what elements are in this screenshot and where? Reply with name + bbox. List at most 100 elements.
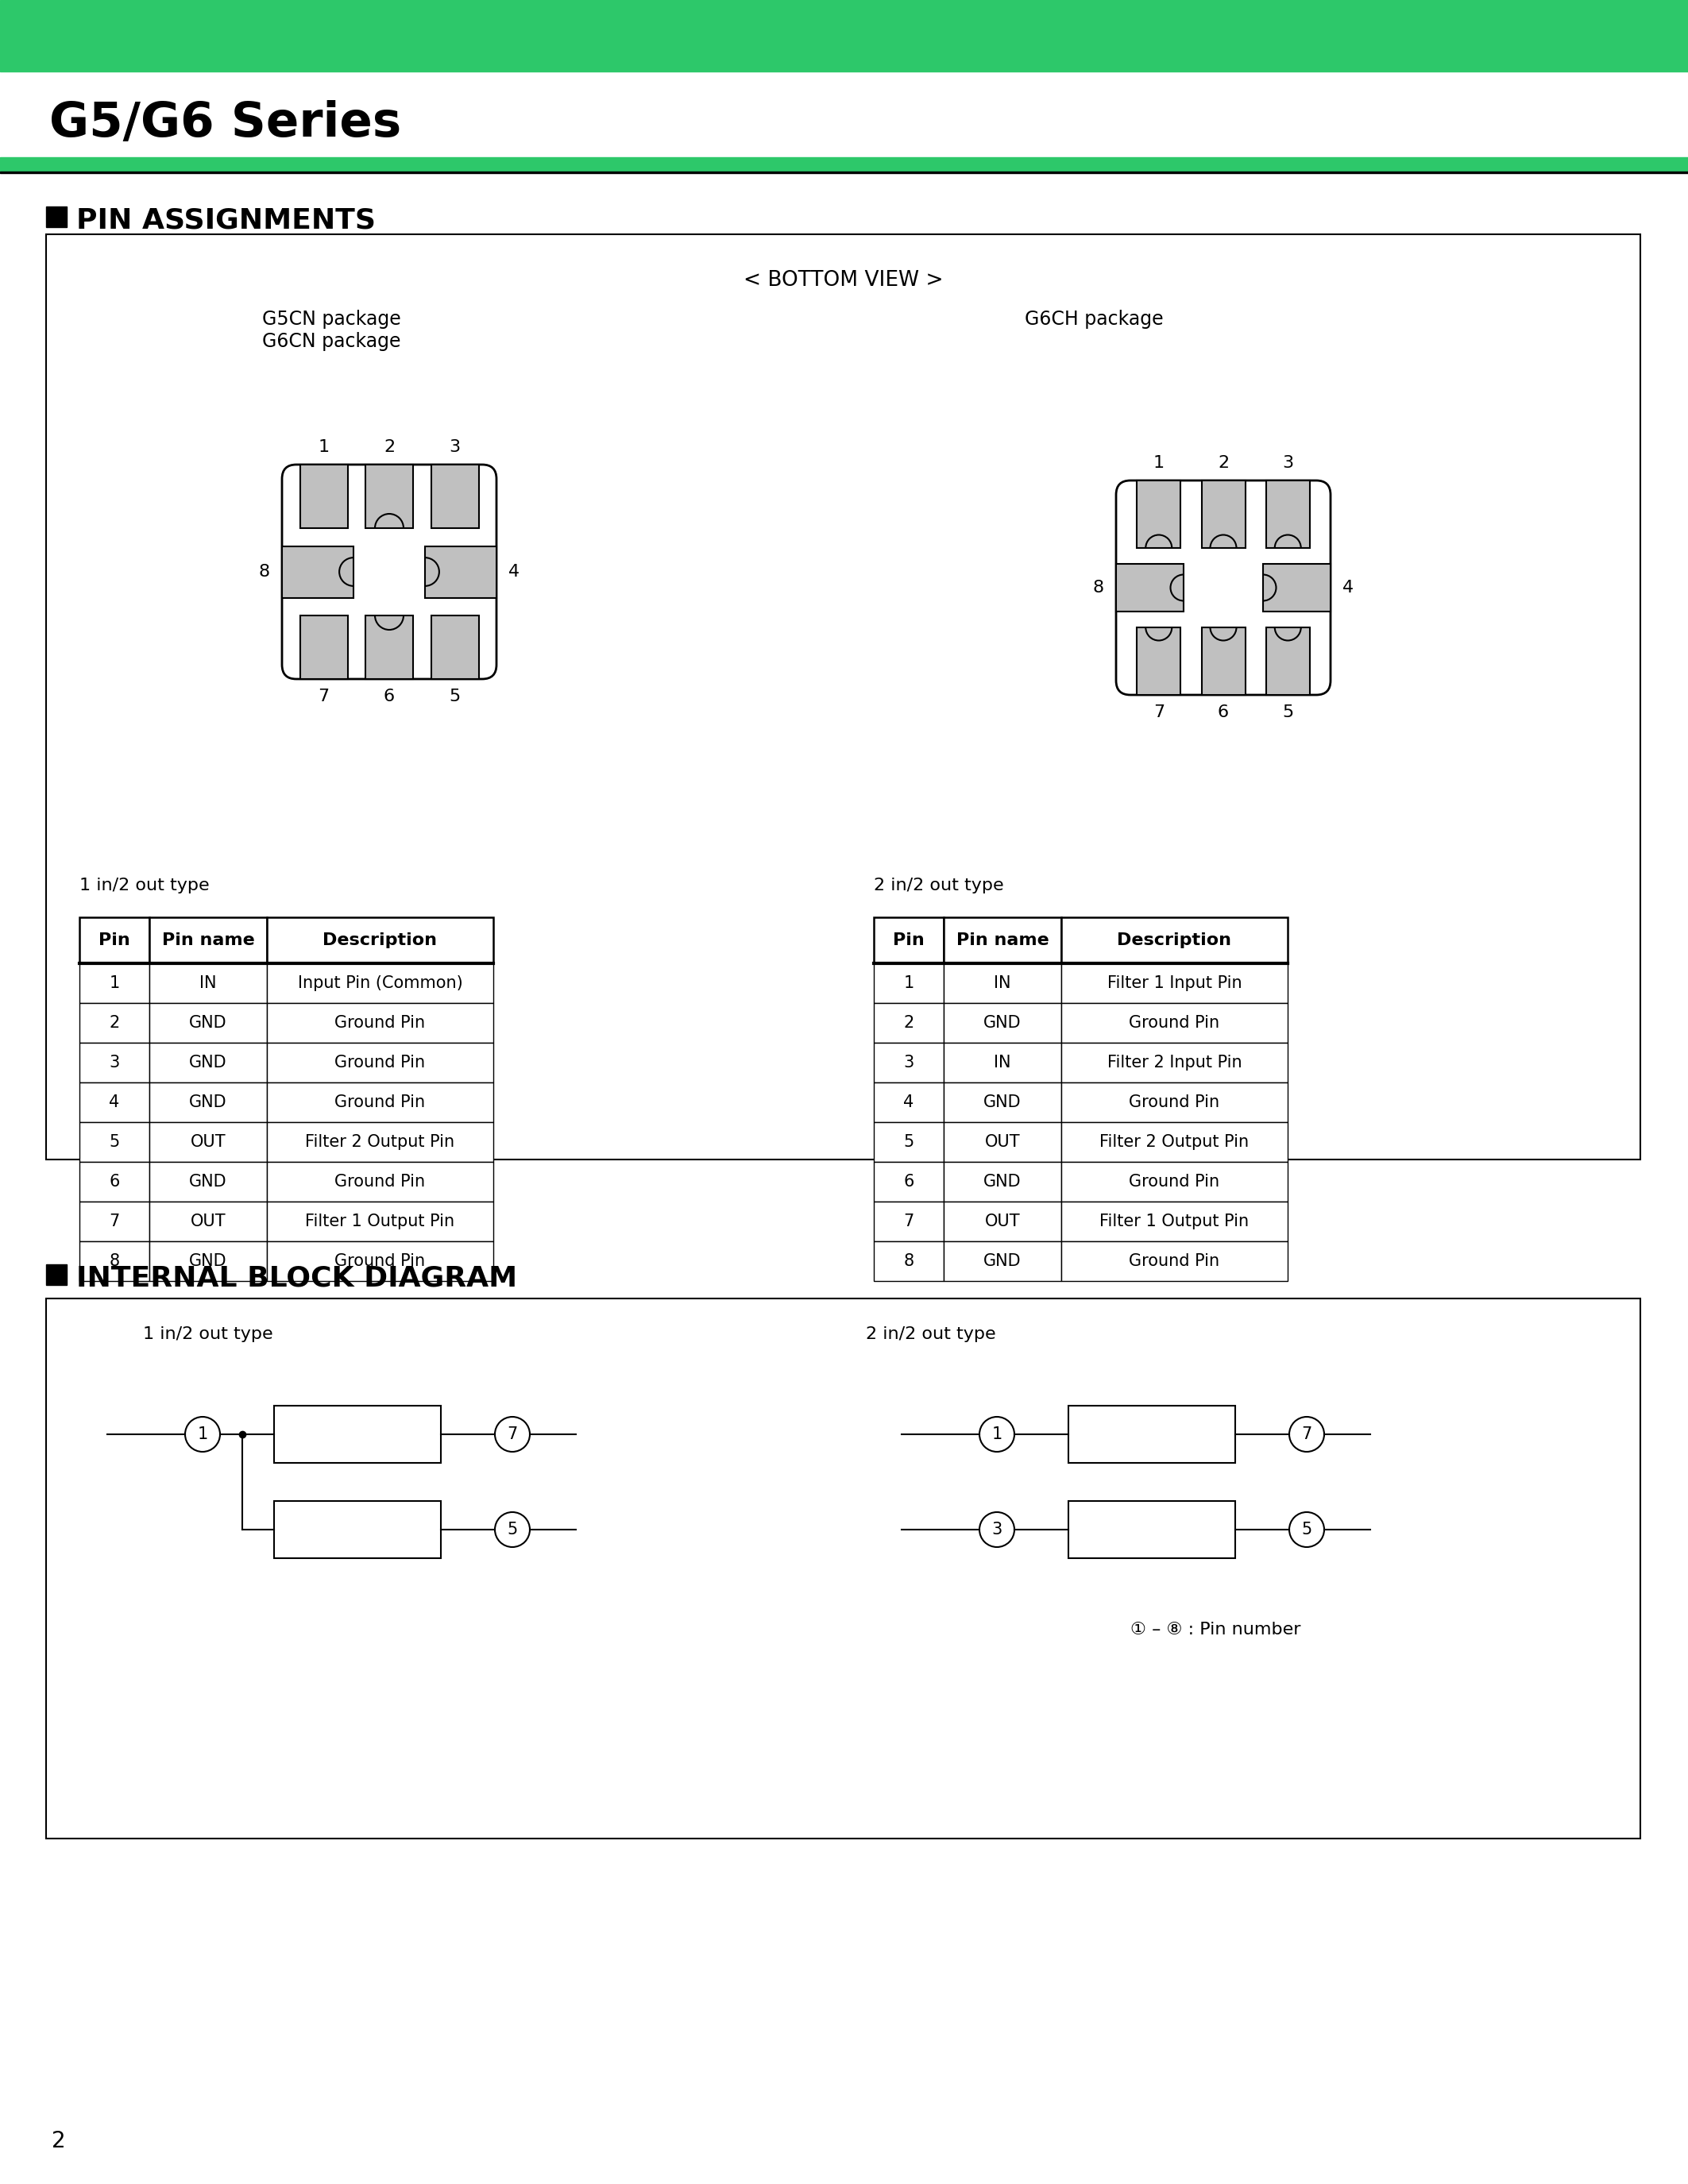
Bar	[79, 1083, 149, 1123]
Text: 1: 1	[903, 976, 913, 992]
Text: 5: 5	[903, 1133, 913, 1151]
Bar	[1138, 480, 1180, 548]
Text: 7: 7	[903, 1214, 913, 1230]
Text: 1: 1	[110, 976, 120, 992]
Text: IN: IN	[199, 976, 216, 992]
Text: 8: 8	[1092, 579, 1104, 596]
Bar	[267, 963, 493, 1002]
Text: 1: 1	[1153, 454, 1165, 472]
Text: Pin name: Pin name	[162, 933, 255, 948]
Text: 1: 1	[991, 1426, 1003, 1441]
Text: 3: 3	[991, 1522, 1003, 1538]
Text: OUT: OUT	[984, 1214, 1020, 1230]
Bar	[149, 1123, 267, 1162]
Bar	[79, 1042, 149, 1083]
Text: 7: 7	[1301, 1426, 1312, 1441]
Bar	[944, 1201, 1062, 1241]
Bar	[874, 963, 944, 1002]
Text: 2 in/2 out type: 2 in/2 out type	[866, 1326, 996, 1343]
Bar	[300, 465, 348, 529]
Bar	[149, 1241, 267, 1282]
Text: BPF2: BPF2	[1128, 1520, 1177, 1540]
Text: Filter 1 Output Pin: Filter 1 Output Pin	[306, 1214, 454, 1230]
Text: Description: Description	[322, 933, 437, 948]
Bar	[944, 963, 1062, 1002]
Text: 6: 6	[110, 1173, 120, 1190]
Text: BPF2: BPF2	[333, 1520, 383, 1540]
Bar	[1062, 1002, 1288, 1042]
Text: 1: 1	[317, 439, 329, 454]
Text: GND: GND	[984, 1094, 1021, 1109]
Bar	[149, 1042, 267, 1083]
Bar	[267, 1162, 493, 1201]
Bar	[267, 1123, 493, 1162]
Bar	[267, 1002, 493, 1042]
Text: 2 in/2 out type: 2 in/2 out type	[874, 878, 1004, 893]
Text: Ground Pin: Ground Pin	[334, 1094, 425, 1109]
Bar	[149, 1201, 267, 1241]
Bar	[1138, 627, 1180, 695]
Bar	[1266, 480, 1310, 548]
Text: Ground Pin: Ground Pin	[1129, 1094, 1220, 1109]
Text: 4: 4	[903, 1094, 913, 1109]
Text: Pin: Pin	[893, 933, 925, 948]
Text: 2: 2	[52, 2129, 66, 2151]
Bar	[874, 1201, 944, 1241]
Bar	[1062, 917, 1288, 963]
Text: BPF1: BPF1	[333, 1424, 383, 1444]
Bar	[365, 616, 414, 679]
Text: Description: Description	[1117, 933, 1232, 948]
Text: OUT: OUT	[191, 1133, 226, 1151]
Text: OUT: OUT	[984, 1133, 1020, 1151]
Bar	[0, 0, 1688, 72]
Text: 7: 7	[317, 688, 329, 705]
Text: 5: 5	[1283, 705, 1293, 721]
Text: 5: 5	[110, 1133, 120, 1151]
Bar	[1202, 480, 1246, 548]
Bar	[1069, 1500, 1236, 1557]
Bar	[79, 1241, 149, 1282]
Text: Pin name: Pin name	[955, 933, 1048, 948]
Bar	[267, 1241, 493, 1282]
Bar	[149, 963, 267, 1002]
Text: 2: 2	[383, 439, 395, 454]
Bar	[425, 546, 496, 598]
Text: GND: GND	[189, 1055, 226, 1070]
Text: Filter 2 Output Pin: Filter 2 Output Pin	[1101, 1133, 1249, 1151]
Text: Ground Pin: Ground Pin	[1129, 1173, 1220, 1190]
Bar	[874, 1083, 944, 1123]
Text: OUT: OUT	[191, 1214, 226, 1230]
Text: G5CN package: G5CN package	[262, 310, 402, 330]
Text: 6: 6	[1217, 705, 1229, 721]
Bar	[1116, 563, 1183, 612]
Bar	[79, 1201, 149, 1241]
Bar	[267, 1201, 493, 1241]
Bar	[273, 1406, 441, 1463]
Bar	[267, 1042, 493, 1083]
Bar	[874, 1162, 944, 1201]
Text: PIN ASSIGNMENTS: PIN ASSIGNMENTS	[76, 207, 376, 234]
Bar	[874, 1123, 944, 1162]
Bar	[1202, 627, 1246, 695]
Text: GND: GND	[189, 1173, 226, 1190]
Text: 1: 1	[197, 1426, 208, 1441]
Text: 6: 6	[383, 688, 395, 705]
Text: 5: 5	[449, 688, 461, 705]
Text: Pin: Pin	[98, 933, 130, 948]
Text: Filter 2 Input Pin: Filter 2 Input Pin	[1107, 1055, 1242, 1070]
Text: 7: 7	[110, 1214, 120, 1230]
Bar	[430, 465, 479, 529]
Text: GND: GND	[189, 1016, 226, 1031]
FancyBboxPatch shape	[282, 465, 496, 679]
Text: Filter 1 Input Pin: Filter 1 Input Pin	[1107, 976, 1242, 992]
Text: 3: 3	[449, 439, 461, 454]
Text: G6CN package: G6CN package	[262, 332, 400, 352]
Bar	[79, 963, 149, 1002]
Bar	[944, 1042, 1062, 1083]
Bar	[46, 207, 68, 227]
Text: Ground Pin: Ground Pin	[334, 1254, 425, 1269]
Bar	[944, 1241, 1062, 1282]
Bar	[0, 157, 1688, 173]
Text: Ground Pin: Ground Pin	[334, 1173, 425, 1190]
Bar	[874, 1042, 944, 1083]
